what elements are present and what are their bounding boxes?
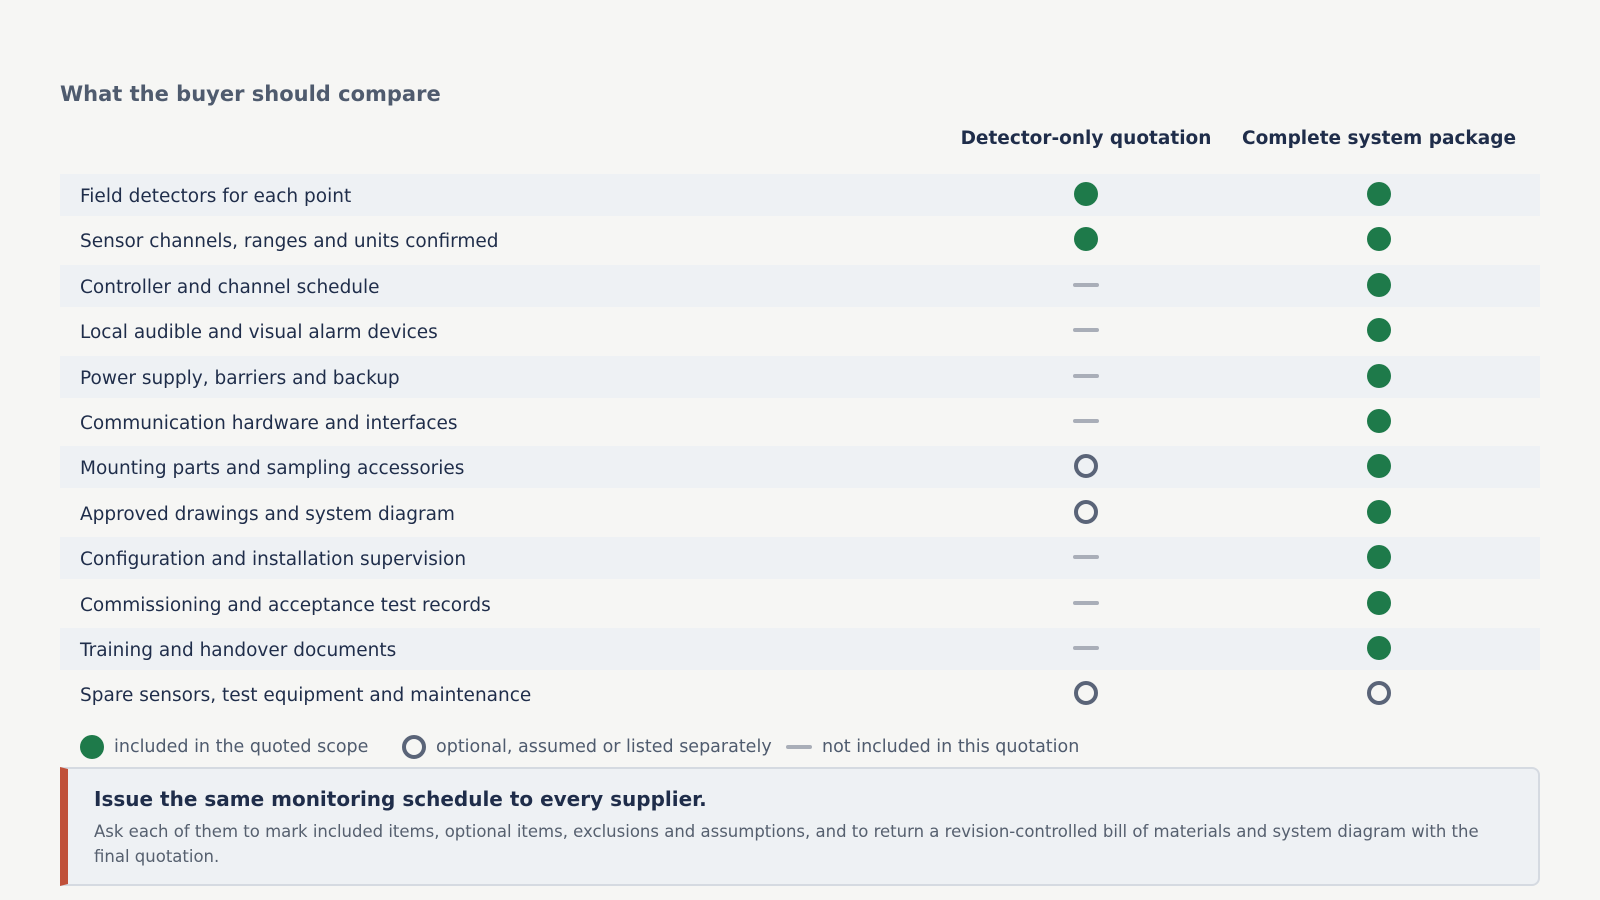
- table-row: Mounting parts and sampling accessories: [60, 446, 1540, 489]
- callout-body: Ask each of them to mark included items,…: [94, 822, 1479, 866]
- status-included: [1367, 272, 1391, 297]
- callout: Issue the same monitoring schedule to ev…: [60, 767, 1540, 886]
- row-label: Mounting parts and sampling accessories: [80, 458, 465, 480]
- table-row: Commissioning and acceptance test record…: [60, 583, 1540, 625]
- status-included: [1367, 590, 1391, 615]
- column-header: Complete system package: [1242, 128, 1516, 149]
- table-row: Communication hardware and interfaces: [60, 401, 1540, 443]
- status-included: [1367, 454, 1391, 479]
- legend-label: included in the quoted scope: [114, 737, 369, 757]
- legend-item: optional, assumed or listed separately: [402, 735, 772, 759]
- row-label: Configuration and installation supervisi…: [80, 549, 467, 571]
- status-included: [1074, 182, 1098, 206]
- legend-label: optional, assumed or listed separately: [436, 737, 772, 757]
- status-included: [1367, 545, 1391, 570]
- legend-icon: [80, 735, 104, 759]
- legend-label: not included in this quotation: [822, 737, 1080, 757]
- row-label: Training and handover documents: [80, 640, 397, 661]
- row-label: Sensor channels, ranges and units confir…: [80, 231, 499, 253]
- table-row: Local audible and visual alarm devices: [60, 310, 1540, 352]
- column-header: Detector-only quotation: [960, 128, 1212, 149]
- table-row: Approved drawings and system diagram: [60, 492, 1540, 534]
- table-row: Field detectors for each point: [60, 174, 1540, 216]
- status-included: [1367, 363, 1391, 388]
- status-included: [1074, 227, 1098, 252]
- status-included: [1367, 318, 1391, 343]
- status-included: [1367, 182, 1391, 206]
- status-included: [1367, 227, 1391, 252]
- row-label: Communication hardware and interfaces: [80, 413, 458, 434]
- status-included: [1367, 499, 1391, 524]
- row-label: Controller and channel schedule: [80, 276, 380, 298]
- status-excluded: [1073, 282, 1099, 287]
- row-label: Spare sensors, test equipment and mainte…: [80, 685, 532, 707]
- table-row: Controller and channel schedule: [60, 264, 1540, 307]
- status-excluded: [1073, 555, 1099, 560]
- status-included: [1367, 636, 1391, 660]
- callout-title: Issue the same monitoring schedule to ev…: [94, 787, 707, 811]
- legend-icon: [786, 745, 812, 749]
- table-row: Power supply, barriers and backup: [60, 355, 1540, 398]
- status-optional: [1074, 454, 1098, 479]
- row-label: Commissioning and acceptance test record…: [80, 594, 491, 616]
- row-label: Power supply, barriers and backup: [80, 367, 400, 389]
- status-optional: [1367, 681, 1391, 706]
- table-row: Configuration and installation supervisi…: [60, 537, 1540, 580]
- legend-item: included in the quoted scope: [80, 735, 368, 759]
- row-label: Approved drawings and system diagram: [80, 503, 455, 525]
- table-row: Sensor channels, ranges and units confir…: [60, 219, 1540, 261]
- status-excluded: [1073, 600, 1099, 605]
- status-optional: [1074, 499, 1098, 524]
- legend-item: not included in this quotation: [786, 735, 1079, 759]
- status-included: [1367, 409, 1391, 433]
- table-row: Spare sensors, test equipment and mainte…: [60, 673, 1540, 715]
- row-label: Field detectors for each point: [80, 186, 352, 207]
- status-excluded: [1073, 373, 1099, 378]
- status-excluded: [1073, 328, 1099, 333]
- row-label: Local audible and visual alarm devices: [80, 322, 438, 344]
- section-title: What the buyer should compare: [60, 82, 441, 106]
- legend-icon: [402, 735, 426, 759]
- status-excluded: [1073, 419, 1099, 423]
- table-row: Training and handover documents: [60, 628, 1540, 670]
- status-optional: [1074, 681, 1098, 706]
- status-excluded: [1073, 646, 1099, 650]
